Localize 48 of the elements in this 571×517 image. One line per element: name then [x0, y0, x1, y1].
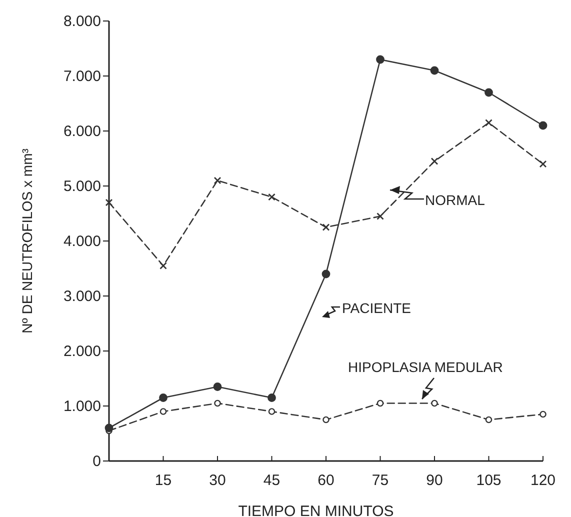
point: [105, 198, 113, 206]
y-tick-label: 4.000: [63, 233, 101, 250]
x-tick-label: 90: [426, 472, 443, 489]
point: [540, 410, 546, 418]
point: [431, 400, 438, 407]
series-label: NORMAL: [425, 192, 486, 208]
x-tick-label: 75: [372, 472, 389, 489]
point: [160, 408, 167, 415]
y-tick-label: 0: [92, 453, 101, 470]
point: [268, 394, 276, 402]
x-tick-label: 120: [530, 472, 556, 489]
point: [376, 212, 384, 220]
y-axis-title: Nº DE NEUTROFILOS x mm³: [19, 148, 35, 334]
point: [214, 400, 221, 407]
y-tick-label: 2.000: [63, 343, 101, 360]
point: [322, 416, 330, 424]
point: [539, 160, 547, 168]
y-tick-label: 1.000: [63, 398, 101, 415]
point: [538, 121, 548, 130]
x-tick-label: 30: [209, 472, 226, 489]
point: [213, 382, 222, 391]
y-tick-label: 5.000: [63, 178, 101, 195]
x-tick-label: 45: [263, 472, 280, 489]
point: [160, 262, 167, 270]
point: [159, 394, 168, 402]
y-tick-label: 8.000: [63, 13, 101, 30]
point: [376, 400, 384, 407]
point: [104, 424, 114, 432]
point: [485, 416, 492, 424]
x-tick-label: 60: [318, 472, 334, 489]
point: [485, 119, 492, 126]
x-tick-label: 105: [476, 472, 502, 489]
point: [322, 270, 330, 278]
point: [322, 224, 330, 231]
text: HIPOPLASIA MEDULAR: [348, 359, 503, 375]
y-tick-label: 6.000: [63, 123, 101, 140]
point: [430, 66, 439, 75]
y-tick-label: 3.000: [63, 288, 101, 305]
point: [484, 88, 493, 97]
point: [430, 158, 438, 165]
y-tick-label: 7.000: [63, 68, 101, 85]
point: [268, 193, 276, 201]
point: [214, 176, 222, 184]
point: [268, 408, 276, 415]
point: [376, 55, 384, 64]
x-axis-title: TIEMPO EN MINUTOS: [238, 503, 394, 517]
x-tick-label: 15: [154, 472, 172, 489]
series-label: PACIENTE: [342, 300, 411, 316]
